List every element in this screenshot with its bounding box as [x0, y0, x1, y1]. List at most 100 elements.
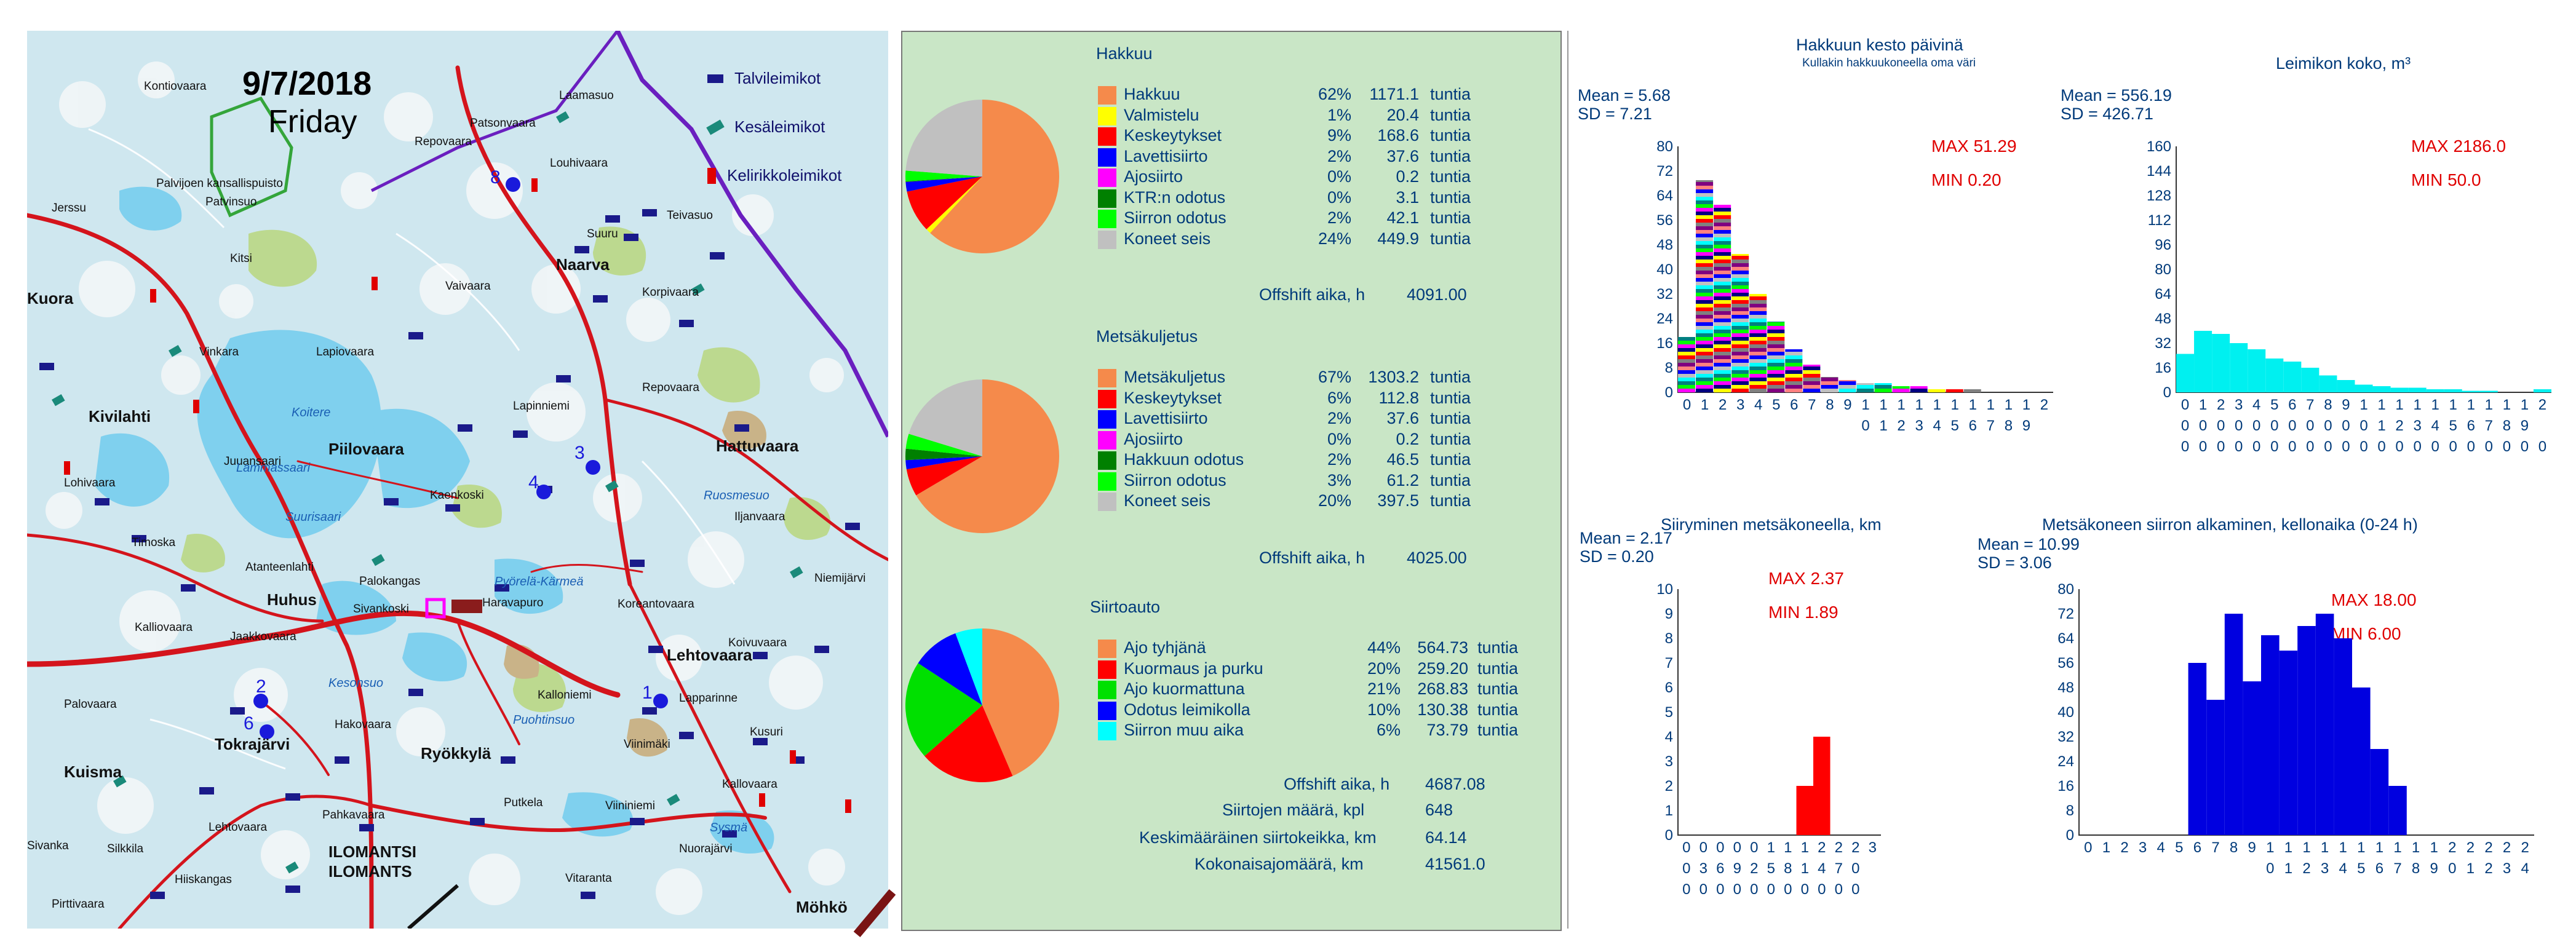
histogram-bar-segment: [1696, 230, 1714, 234]
x-tick-label: 5: [1772, 397, 1780, 413]
histogram-bar-segment: [1696, 234, 1714, 237]
minor-roads: [88, 128, 736, 770]
row-label: Hakkuun odotus: [1124, 450, 1244, 469]
x-tick-label: 0: [1716, 839, 1724, 856]
histogram-bar-segment: [1714, 355, 1731, 359]
x-tick-label: 2: [1835, 839, 1843, 856]
x-tick-label: 6: [1969, 418, 1977, 434]
y-tick-label: 8: [1665, 630, 1673, 647]
place-label: Lapinniemi: [513, 400, 570, 413]
histogram-bar-segment: [1714, 215, 1731, 219]
x-tick-label: 1: [2359, 397, 2367, 413]
row-percent: 21%: [1367, 680, 1401, 698]
histogram-bar-segment: [1946, 389, 1963, 392]
place-label: Repovaara: [415, 135, 472, 148]
row-label: Siirron odotus: [1124, 208, 1226, 227]
footer-label: Offshift aika, h: [1259, 285, 1366, 304]
x-tick-label: 8: [2503, 418, 2511, 434]
histogram-bar-segment: [1678, 352, 1696, 355]
x-tick-label: 6: [2467, 418, 2475, 434]
row-unit: tuntia: [1430, 450, 1471, 469]
machine-number[interactable]: 8: [490, 167, 501, 188]
place-label: Huhus: [267, 590, 317, 609]
truck-icon[interactable]: [451, 600, 482, 613]
x-tick-label: 1: [1879, 418, 1887, 434]
place-label: Jaakkovaara: [230, 630, 296, 643]
histogram-bar-segment: [1678, 363, 1696, 367]
x-tick-label: 8: [2412, 860, 2420, 877]
x-tick-label: 8: [1784, 860, 1792, 877]
histogram-bar-segment: [1767, 355, 1785, 359]
footer-value: 41561.0: [1425, 855, 1485, 873]
x-tick-label: 1: [2022, 397, 2030, 413]
place-label: Patsonvaara: [470, 117, 536, 130]
x-tick-label: 9: [2521, 418, 2529, 434]
machine-number[interactable]: 3: [574, 443, 585, 463]
row-percent: 10%: [1367, 700, 1401, 719]
map-date: 9/7/2018: [242, 65, 372, 102]
selected-harvester[interactable]: [425, 598, 446, 619]
histogram-bar-segment: [1696, 355, 1714, 359]
x-tick-label: 3: [1869, 839, 1877, 856]
histogram-bar-segment: [1678, 337, 1696, 341]
legend-swatch: [1098, 168, 1116, 187]
y-tick-label: 56: [2057, 655, 2074, 672]
machine-number[interactable]: 4: [528, 472, 539, 493]
histogram-bar-segment: [1696, 381, 1714, 385]
histogram-bar-segment: [1731, 330, 1749, 333]
histogram-bar-segment: [1714, 333, 1731, 337]
row-unit: tuntia: [1430, 85, 1471, 103]
kelirikkoleimikot-markers[interactable]: [64, 178, 851, 813]
machine-markers[interactable]: [253, 177, 668, 739]
kesaleimikot-markers[interactable]: [52, 111, 803, 874]
histogram-bar-segment: [1714, 385, 1731, 389]
histogram-bar-segment: [1696, 248, 1714, 252]
map-canvas[interactable]: [27, 31, 888, 929]
pie-slice: [955, 628, 982, 705]
row-unit: tuntia: [1430, 105, 1471, 124]
y-tick-label: 64: [2057, 630, 2074, 647]
place-label: Lapparinne: [679, 692, 738, 705]
x-tick-label: 0: [1851, 881, 1859, 898]
histogram-bar-segment: [1839, 380, 1856, 381]
place-label: Hattuvaara: [716, 437, 799, 455]
talvileimikot-markers[interactable]: [39, 209, 860, 899]
row-percent: 62%: [1318, 85, 1351, 103]
histogram-bar: [2462, 390, 2480, 392]
pie-slice: [905, 176, 982, 192]
x-tick-label: 9: [2248, 839, 2256, 856]
pie-slice: [905, 170, 982, 181]
footer-value: 4687.08: [1425, 775, 1485, 793]
histogram-bar-segment: [1696, 322, 1714, 326]
place-label: Lapiovaara: [316, 346, 375, 359]
row-unit: tuntia: [1477, 659, 1519, 678]
place-label: Tokrajärvi: [215, 735, 290, 753]
x-tick-label: 7: [2485, 418, 2493, 434]
place-label: ILOMANTS: [328, 862, 412, 881]
map-panel[interactable]: Kontiovaara Patsonvaara Repovaara Louhiv…: [27, 31, 888, 929]
winter-marker-icon: [707, 74, 723, 83]
footer-label: Keskimääräinen siirtokeikka, km: [1139, 828, 1377, 847]
histogram-bar-segment: [1696, 296, 1714, 300]
x-tick-label: 0: [2181, 438, 2189, 455]
histogram-bar-segment: [1767, 378, 1785, 381]
chart-mean: Mean = 5.68: [1578, 86, 1671, 105]
machine-number[interactable]: 2: [256, 676, 266, 697]
x-tick-label: 0: [1861, 418, 1869, 434]
x-tick-label: 4: [2431, 418, 2439, 434]
machine-number[interactable]: 1: [642, 683, 653, 703]
legend-label: Kesäleimikot: [734, 117, 825, 136]
histogram-bar-segment: [1696, 359, 1714, 363]
histogram-bar-segment: [1714, 293, 1731, 296]
histogram-bar-segment: [1749, 355, 1767, 359]
histogram-bar-segment: [1696, 348, 1714, 352]
histogram-bar-segment: [1714, 278, 1731, 282]
machine-number[interactable]: 6: [244, 713, 254, 734]
y-tick-label: 112: [2148, 212, 2171, 229]
histogram-bar-segment: [1785, 355, 1803, 359]
histogram-bar: [2297, 626, 2316, 835]
histogram-bar-segment: [1731, 381, 1749, 385]
histogram-bar-segment: [1731, 319, 1749, 322]
row-label: Keskeytykset: [1124, 388, 1222, 407]
row-percent: 2%: [1327, 450, 1351, 469]
